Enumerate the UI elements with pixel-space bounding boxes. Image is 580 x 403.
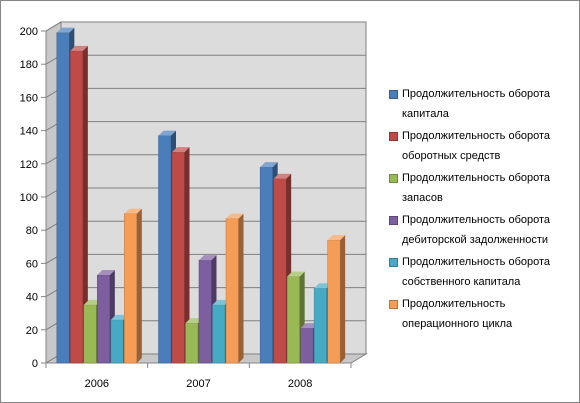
y-tick-label: 60 bbox=[26, 258, 38, 270]
bar bbox=[83, 304, 97, 364]
y-tick-label: 20 bbox=[26, 325, 38, 337]
legend-item: Продолжительность оборота запасов bbox=[389, 169, 574, 208]
bar-top bbox=[314, 283, 332, 289]
bar-top bbox=[172, 147, 190, 153]
bar-top bbox=[300, 323, 319, 329]
bar bbox=[70, 50, 84, 364]
bar-side bbox=[82, 45, 88, 364]
y-tick-label: 100 bbox=[20, 192, 38, 204]
bar bbox=[97, 274, 111, 364]
bar-top bbox=[185, 318, 203, 324]
legend-item: Продолжительность оборота собственного к… bbox=[389, 253, 574, 292]
legend: Продолжительность оборота капитала Продо… bbox=[389, 85, 574, 337]
bar-top bbox=[226, 213, 244, 219]
bar-top bbox=[327, 235, 346, 241]
bar bbox=[158, 135, 172, 364]
legend-swatch bbox=[389, 216, 398, 225]
legend-label: Продолжительность оборота собственного к… bbox=[402, 256, 551, 288]
legend-item: Продолжительность оборота оборотных сред… bbox=[389, 127, 574, 166]
y-tick-label: 40 bbox=[26, 292, 38, 304]
bar-top bbox=[273, 173, 292, 179]
legend-swatch bbox=[389, 300, 398, 309]
y-tick-label: 80 bbox=[26, 225, 38, 237]
x-tick-label: 2007 bbox=[186, 378, 210, 390]
bar-top bbox=[56, 27, 75, 33]
bar bbox=[124, 213, 138, 364]
legend-label: Продолжительность оборота оборотных сред… bbox=[402, 130, 551, 162]
bar-side bbox=[340, 235, 346, 363]
legend-label: Продолжительность операционного цикла bbox=[402, 298, 513, 330]
bar-side bbox=[136, 208, 142, 363]
bar bbox=[327, 239, 341, 364]
bar bbox=[171, 151, 185, 364]
bar-top bbox=[158, 130, 176, 136]
legend-item: Продолжительность операционного цикла bbox=[389, 295, 574, 334]
bar-side bbox=[238, 213, 244, 363]
bar-top bbox=[83, 299, 102, 305]
x-tick-label: 2006 bbox=[85, 378, 109, 390]
bar bbox=[212, 304, 226, 364]
bar bbox=[185, 322, 199, 364]
bar bbox=[313, 288, 327, 364]
bar-top bbox=[199, 255, 217, 261]
bar-top bbox=[260, 162, 278, 168]
bar-side bbox=[184, 147, 190, 363]
bar-top bbox=[70, 45, 88, 51]
y-tick-label: 180 bbox=[20, 59, 38, 71]
bar bbox=[286, 276, 300, 364]
bar bbox=[110, 319, 124, 364]
bar bbox=[300, 327, 314, 364]
y-tick-label: 0 bbox=[32, 358, 38, 370]
bar bbox=[273, 178, 287, 364]
legend-label: Продолжительность оборота запасов bbox=[402, 172, 551, 204]
bar bbox=[198, 259, 212, 364]
legend-swatch bbox=[389, 258, 398, 267]
legend-swatch bbox=[389, 90, 398, 99]
legend-swatch bbox=[389, 132, 398, 141]
bar-top bbox=[124, 208, 142, 214]
y-tick-label: 120 bbox=[20, 159, 38, 171]
gridline bbox=[45, 21, 366, 32]
legend-label: Продолжительность оборота дебиторской за… bbox=[402, 214, 551, 246]
legend-label: Продолжительность оборота капитала bbox=[402, 88, 551, 120]
bar-top bbox=[97, 270, 115, 276]
bar bbox=[225, 218, 239, 364]
legend-item: Продолжительность оборота капитала bbox=[389, 85, 574, 124]
y-tick-label: 200 bbox=[20, 26, 38, 38]
bar bbox=[259, 166, 273, 364]
legend-item: Продолжительность оборота дебиторской за… bbox=[389, 211, 574, 250]
bar-top bbox=[212, 299, 230, 305]
bar bbox=[56, 32, 70, 364]
bar-top bbox=[110, 314, 129, 320]
y-tick-label: 140 bbox=[20, 126, 38, 138]
y-tick-label: 160 bbox=[20, 92, 38, 104]
x-tick-label: 2008 bbox=[288, 378, 312, 390]
legend-swatch bbox=[389, 174, 398, 183]
bar-top bbox=[287, 271, 305, 277]
